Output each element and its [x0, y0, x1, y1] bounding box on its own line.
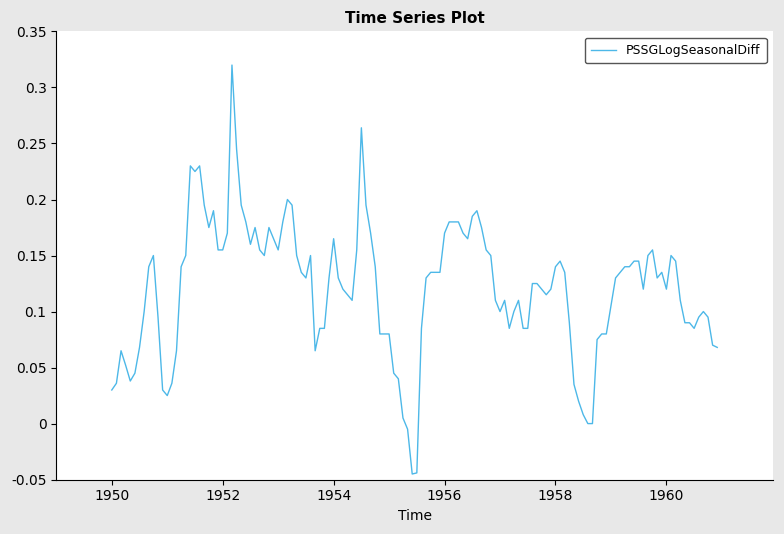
PSSGLogSeasonalDiff: [606, 303, 615, 309]
PSSGLogSeasonalDiff: [601, 331, 611, 337]
PSSGLogSeasonalDiff: [408, 471, 417, 477]
PSSGLogSeasonalDiff: [181, 253, 191, 259]
PSSGLogSeasonalDiff: [713, 344, 722, 351]
PSSGLogSeasonalDiff: [296, 269, 306, 276]
PSSGLogSeasonalDiff: [107, 387, 117, 393]
PSSGLogSeasonalDiff: [315, 325, 325, 332]
PSSGLogSeasonalDiff: [227, 62, 237, 68]
Legend: PSSGLogSeasonalDiff: PSSGLogSeasonalDiff: [585, 38, 767, 63]
Line: PSSGLogSeasonalDiff: PSSGLogSeasonalDiff: [112, 65, 717, 474]
Title: Time Series Plot: Time Series Plot: [345, 11, 485, 26]
PSSGLogSeasonalDiff: [158, 387, 167, 393]
X-axis label: Time: Time: [397, 509, 432, 523]
